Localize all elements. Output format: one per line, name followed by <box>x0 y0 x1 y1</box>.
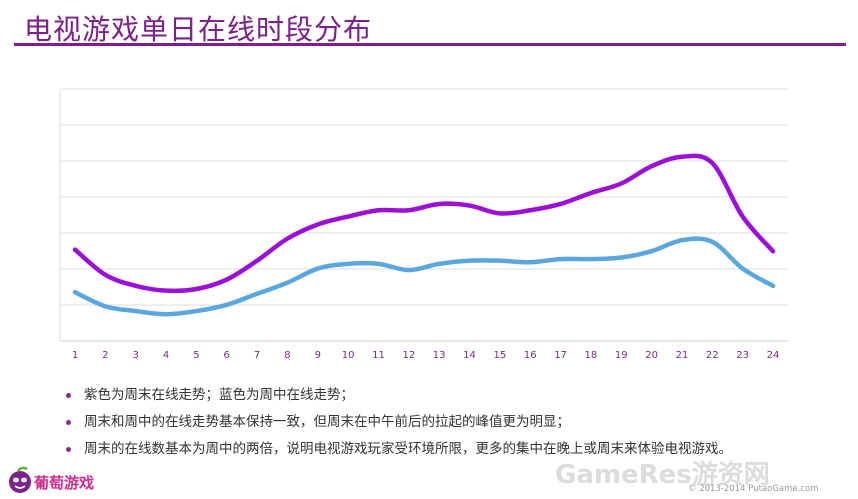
bullet-dot <box>66 447 71 452</box>
x-tick-label: 19 <box>615 350 628 361</box>
x-tick-labels: 1 2 3 4 5 6 7 8 9 10 11 12 13 14 15 16 17 18 19 20 21 22 23 24 <box>72 350 780 361</box>
x-tick-label: 23 <box>736 350 749 361</box>
note-weekend-double: 周末的在线数基本为周中的两倍，说明电视游戏玩家受环境所限，更多的集中在晚上或周末… <box>64 436 732 463</box>
x-tick-label: 4 <box>163 350 169 361</box>
x-tick-label: 17 <box>554 350 567 361</box>
x-tick-label: 1 <box>72 350 78 361</box>
x-tick-label: 13 <box>433 350 446 361</box>
x-tick-label: 7 <box>254 350 260 361</box>
x-tick-label: 3 <box>133 350 139 361</box>
x-tick-label: 21 <box>676 350 689 361</box>
x-tick-label: 11 <box>372 350 385 361</box>
bullet-dot <box>66 420 71 425</box>
x-tick-label: 12 <box>402 350 415 361</box>
logo-text: 葡萄游戏 <box>33 474 94 492</box>
page-title: 电视游戏单日在线时段分布 <box>24 13 373 46</box>
copyright-text: © 2013-2014 PutaoGame.com <box>688 484 819 494</box>
note-trend-consistency: 周末和周中的在线走势基本保持一致，但周末在中午前后的拉起的峰值更为明显； <box>64 409 732 436</box>
x-tick-label: 16 <box>524 350 537 361</box>
x-tick-label: 6 <box>224 350 230 361</box>
x-tick-label: 24 <box>767 350 780 361</box>
notes-list: 紫色为周末在线走势；蓝色为周中在线走势； 周末和周中的在线走势基本保持一致，但周… <box>64 382 732 463</box>
x-tick-label: 22 <box>706 350 719 361</box>
x-tick-label: 5 <box>193 350 199 361</box>
x-tick-label: 10 <box>342 350 355 361</box>
grid-lines <box>59 88 788 342</box>
x-tick-label: 20 <box>645 350 658 361</box>
x-tick-label: 8 <box>284 350 290 361</box>
series-weekend-line <box>72 153 776 294</box>
title-divider <box>14 43 846 46</box>
x-tick-label: 9 <box>315 350 321 361</box>
x-tick-label: 15 <box>494 350 507 361</box>
series-lines <box>72 153 776 317</box>
bullet-dot <box>66 393 71 398</box>
x-tick-label: 14 <box>463 350 476 361</box>
x-tick-label: 2 <box>102 350 108 361</box>
x-tick-label: 18 <box>585 350 598 361</box>
logo-face-icon <box>9 471 31 493</box>
putao-logo: 葡萄游戏 <box>9 466 94 493</box>
online-distribution-chart: 1 2 3 4 5 6 7 8 9 10 11 12 13 14 15 16 17 18 19 20 21 22 23 24 <box>59 88 788 361</box>
note-weekend-weekday-colors: 紫色为周末在线走势；蓝色为周中在线走势； <box>64 382 732 409</box>
series-weekday-line <box>72 236 776 317</box>
watermark: GameRes游资网 <box>555 460 770 490</box>
